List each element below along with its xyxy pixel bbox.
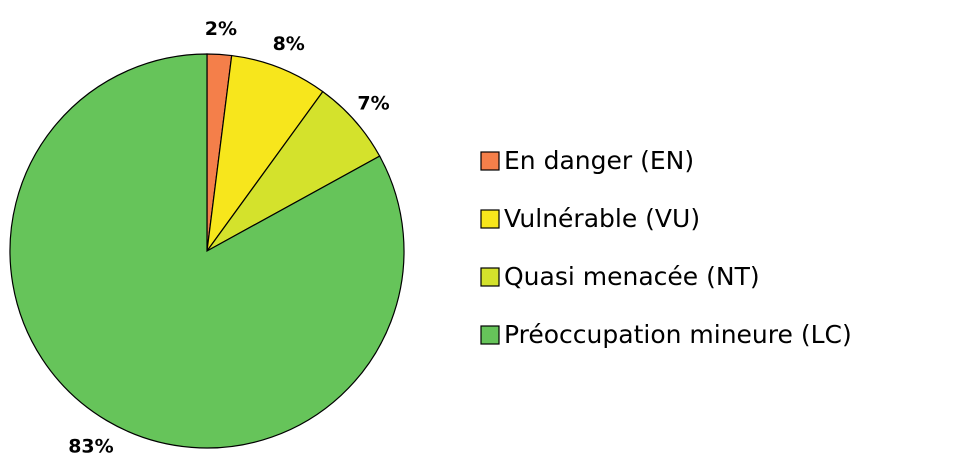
value-label: 83%: [68, 436, 113, 455]
legend-label: Préoccupation mineure (LC): [504, 320, 852, 349]
legend-swatch: [480, 151, 500, 171]
value-label: 7%: [357, 93, 389, 115]
value-label: 8%: [273, 33, 305, 55]
legend-swatch: [480, 209, 500, 229]
pie-slice: [9, 53, 405, 449]
pie-slice: [206, 54, 324, 252]
legend-label: Vulnérable (VU): [504, 204, 700, 233]
legend-label: En danger (EN): [504, 146, 694, 175]
value-label: 2%: [205, 18, 237, 40]
legend-label: Quasi menacée (NT): [504, 262, 760, 291]
legend-swatch: [480, 267, 500, 287]
legend-swatch: [480, 325, 500, 345]
